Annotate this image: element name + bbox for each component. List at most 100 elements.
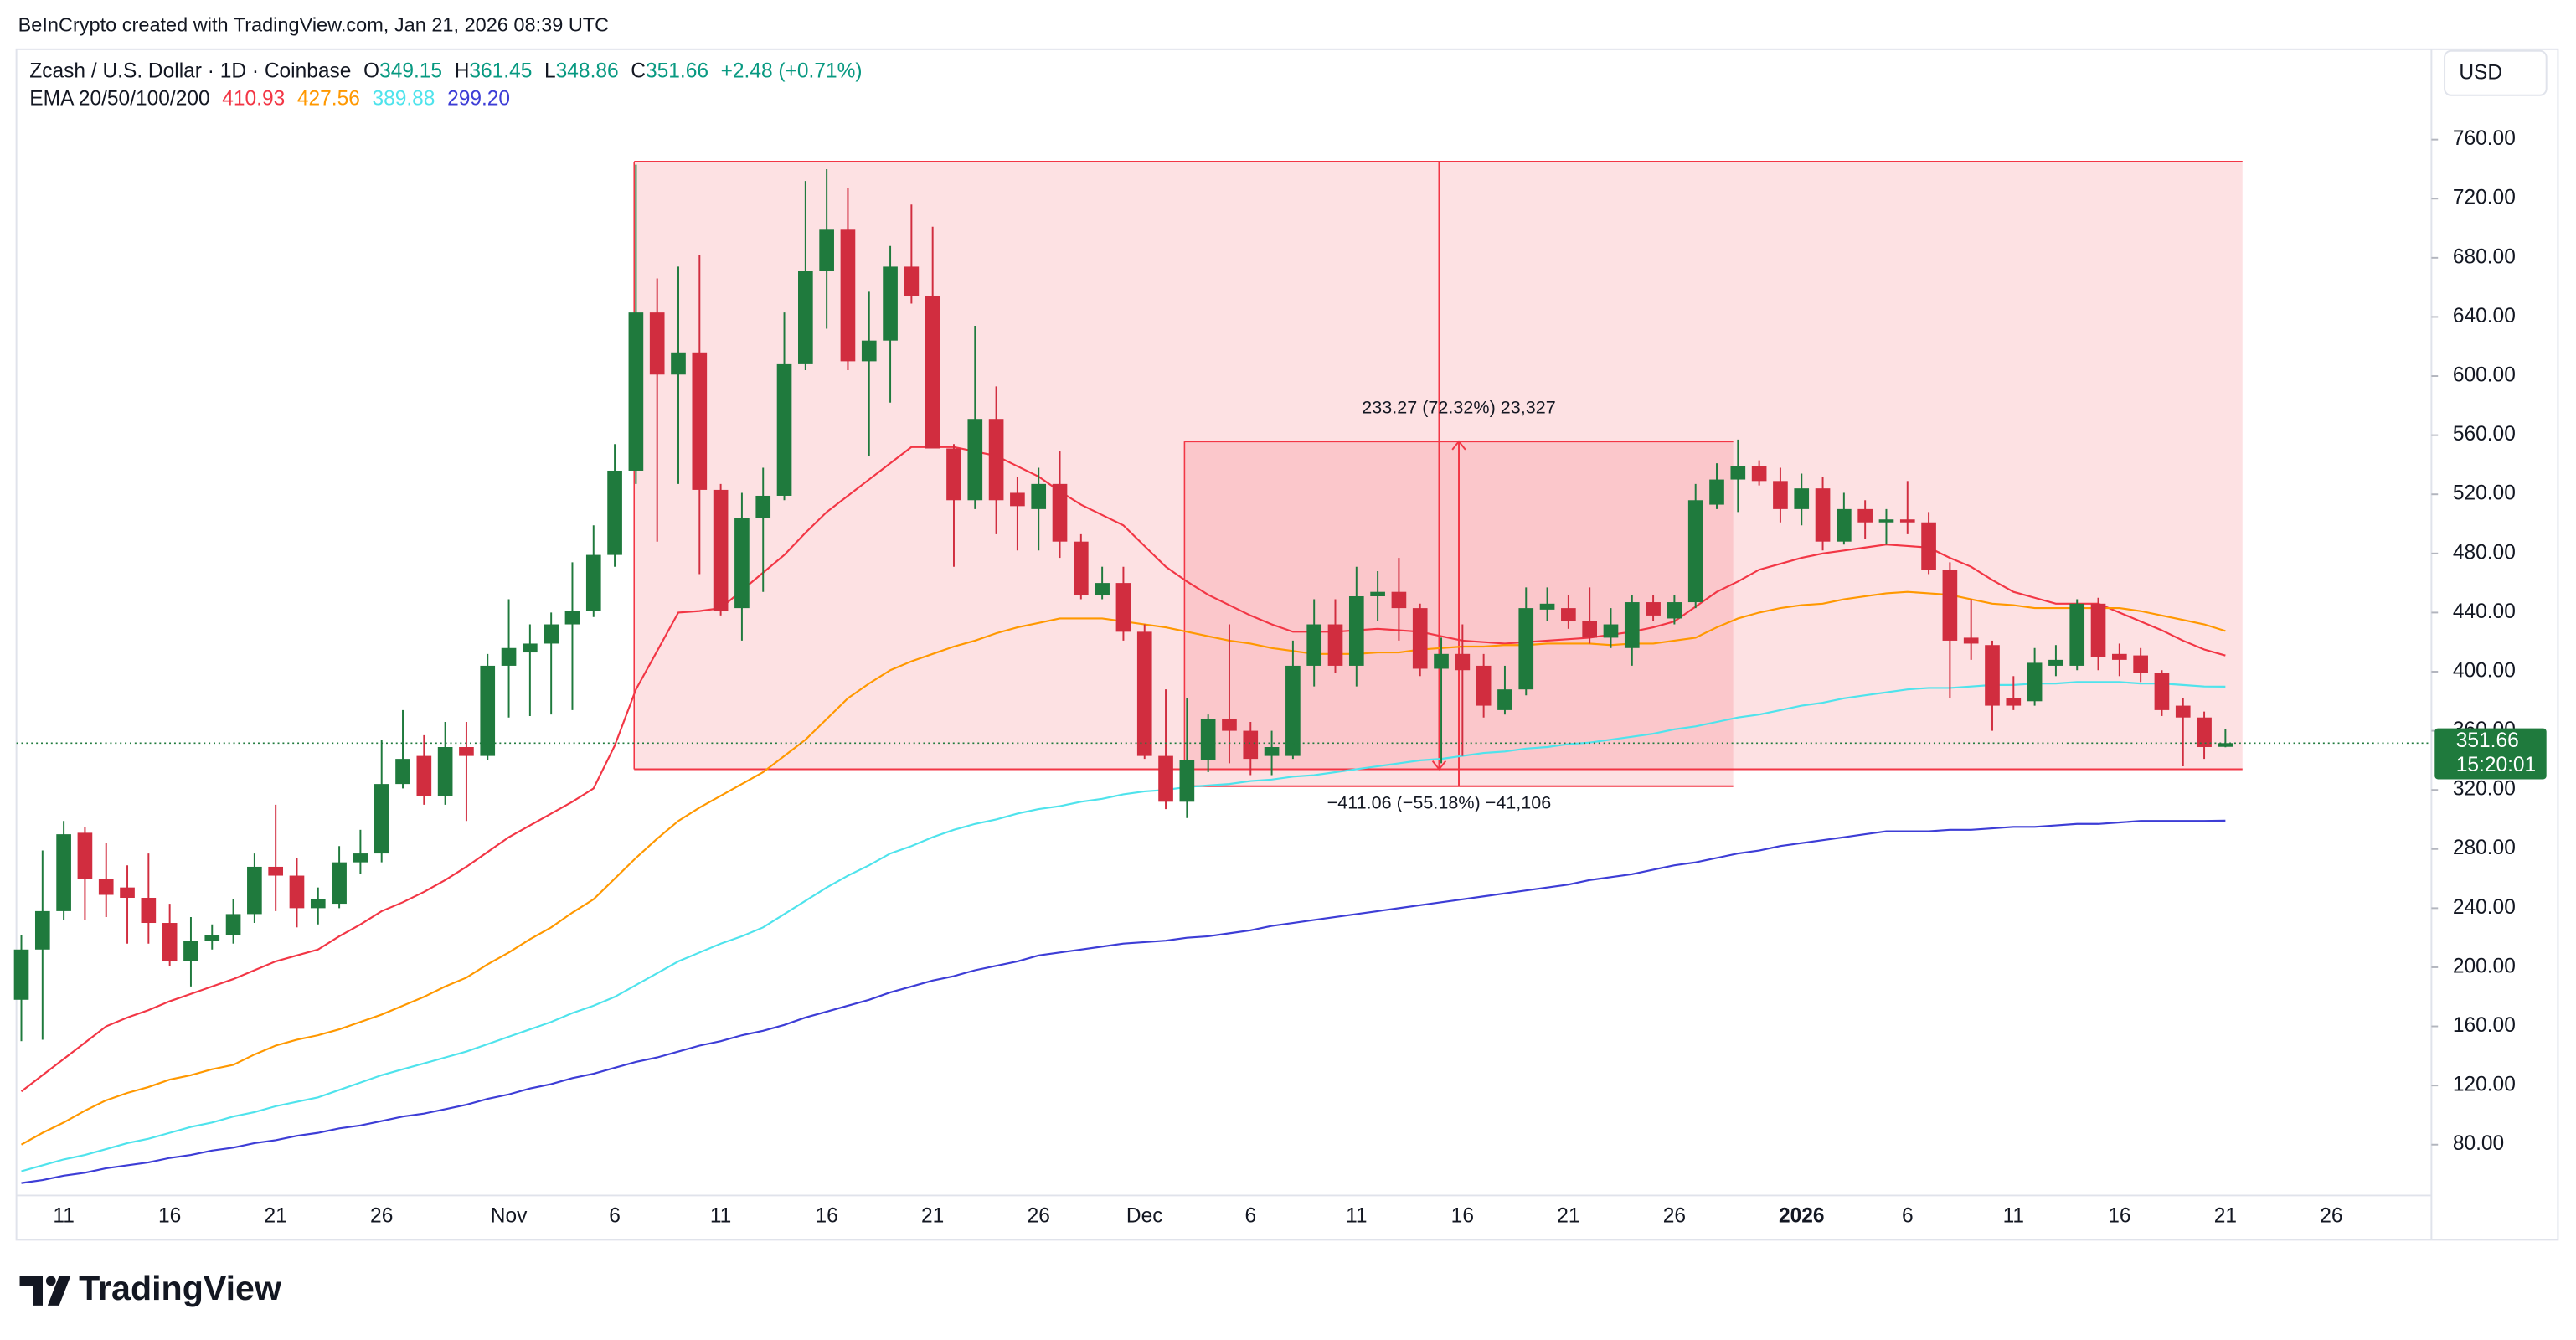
high-value: 361.45 [469, 60, 532, 83]
countdown-label: 15:20:01 [2456, 754, 2536, 776]
candle-body [98, 879, 114, 895]
candle-body [480, 665, 496, 756]
candle-body [1518, 608, 1534, 690]
x-tick-label: 26 [1663, 1204, 1686, 1227]
candle-body [2069, 603, 2085, 666]
candle-body [1348, 595, 1364, 666]
candle-body [776, 363, 792, 496]
candle-body [671, 352, 686, 375]
x-tick-label: 11 [710, 1204, 731, 1227]
open-value: 349.15 [379, 60, 442, 83]
candle-body [353, 853, 368, 863]
candle-body [1136, 631, 1152, 756]
candle-body [1370, 591, 1385, 596]
candle-body [183, 941, 198, 961]
candle-body [1899, 519, 1915, 523]
x-tick-label: 2026 [1779, 1204, 1825, 1227]
y-tick-label: 280.00 [2453, 837, 2516, 859]
candle-body [395, 759, 410, 785]
candle-body [1391, 591, 1407, 609]
x-tick-label: 6 [609, 1204, 621, 1227]
y-tick-label: 600.00 [2453, 364, 2516, 387]
candle-body [1455, 653, 1471, 671]
y-tick-label: 640.00 [2453, 305, 2516, 327]
candle-body [416, 755, 432, 796]
credit: BeInCrypto created with TradingView.com,… [18, 14, 610, 36]
candle-body [1052, 483, 1068, 542]
candle-body [1031, 483, 1047, 509]
candle-body [564, 611, 580, 625]
candle-body [268, 866, 284, 876]
candle-body [1878, 519, 1894, 523]
x-tick-label: 21 [921, 1204, 944, 1227]
candle-body [798, 271, 813, 364]
currency-button[interactable] [2444, 49, 2548, 96]
x-tick-label: 21 [265, 1204, 287, 1227]
candle-body [310, 899, 326, 909]
x-tick-label: 26 [2320, 1204, 2342, 1227]
candle-body [1327, 624, 1343, 666]
candle-body [1158, 755, 1173, 802]
candle-body [1412, 608, 1428, 669]
y-tick-label: 520.00 [2453, 482, 2516, 505]
candle-body [1773, 481, 1788, 509]
candle-body [585, 554, 601, 611]
x-tick-label: 6 [1902, 1204, 1914, 1227]
candle-body [840, 229, 856, 362]
candle-body [1837, 508, 1852, 542]
candle-body [1794, 488, 1810, 509]
candle-body [628, 312, 644, 471]
candle-body [437, 747, 453, 796]
candle-body [883, 266, 898, 341]
candle-body [2112, 653, 2127, 660]
candle-body [988, 419, 1004, 501]
candle-body [289, 875, 305, 909]
plot-area: −411.06 (−55.18%) −41,106 233.27 (72.32%)… [13, 161, 2432, 1184]
x-tick-label: Nov [491, 1204, 528, 1227]
indicator-value: 427.56 [297, 88, 360, 111]
candle-body [1646, 602, 1661, 616]
y-tick-label: 120.00 [2453, 1074, 2516, 1096]
candle-body [861, 340, 877, 362]
last-price-label: 351.66 [2456, 729, 2519, 752]
candle-body [649, 312, 665, 375]
candle-body [1624, 602, 1640, 648]
candle-body [1115, 583, 1131, 632]
indicator-value: 389.88 [372, 88, 435, 111]
legend-indicator: EMA 20/50/100/200 410.93 427.56 389.88 2… [29, 88, 510, 111]
close-value: 351.66 [646, 60, 708, 83]
candle-body [2197, 717, 2212, 748]
indicator-value: 299.20 [447, 88, 510, 111]
candle-body [2090, 603, 2106, 657]
ema-line [20, 446, 2226, 1093]
candle-body [1751, 466, 1767, 482]
candle-body [904, 266, 920, 296]
measure-label: −411.06 (−55.18%) −41,106 [1327, 791, 1552, 812]
y-tick-label: 480.00 [2453, 541, 2516, 564]
y-tick-label: 560.00 [2453, 423, 2516, 446]
ema-line [21, 819, 2226, 1184]
candle-body [204, 935, 220, 941]
candle-body [713, 489, 729, 611]
y-tick-label: 200.00 [2453, 955, 2516, 977]
last-price-tag [2434, 728, 2547, 780]
candle-body [141, 898, 157, 924]
candle-body [1095, 583, 1110, 595]
y-tick-label: 760.00 [2453, 127, 2516, 150]
x-tick-label: 26 [370, 1204, 393, 1227]
x-tick-label: 16 [2108, 1204, 2130, 1227]
candle-body [755, 495, 771, 518]
candle-body [56, 834, 71, 911]
measure-label: 233.27 (72.32%) 23,327 [1362, 397, 1555, 418]
candle-body [544, 624, 559, 644]
x-tick-label: 16 [1451, 1204, 1474, 1227]
indicator-label: EMA 20/50/100/200 [29, 88, 209, 111]
symbol-title: Zcash / U.S. Dollar · 1D · Coinbase [29, 60, 351, 83]
candle-body [1815, 488, 1831, 542]
candle-body [2133, 655, 2148, 673]
currency-label[interactable]: USD [2459, 62, 2502, 85]
ohlc-label: L [544, 60, 556, 83]
ema-line [21, 681, 2226, 1172]
ohlc-label: O [363, 60, 379, 83]
y-tick-label: 80.00 [2453, 1132, 2504, 1155]
